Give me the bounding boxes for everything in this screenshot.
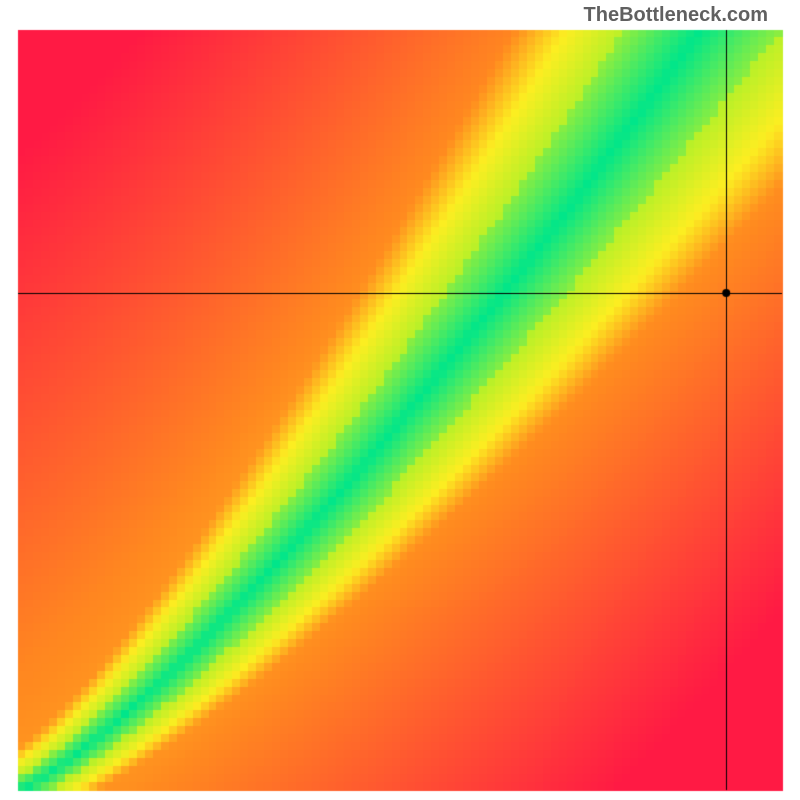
chart-container: TheBottleneck.com xyxy=(0,0,800,800)
bottleneck-heatmap xyxy=(0,0,800,800)
watermark-text: TheBottleneck.com xyxy=(584,4,768,27)
